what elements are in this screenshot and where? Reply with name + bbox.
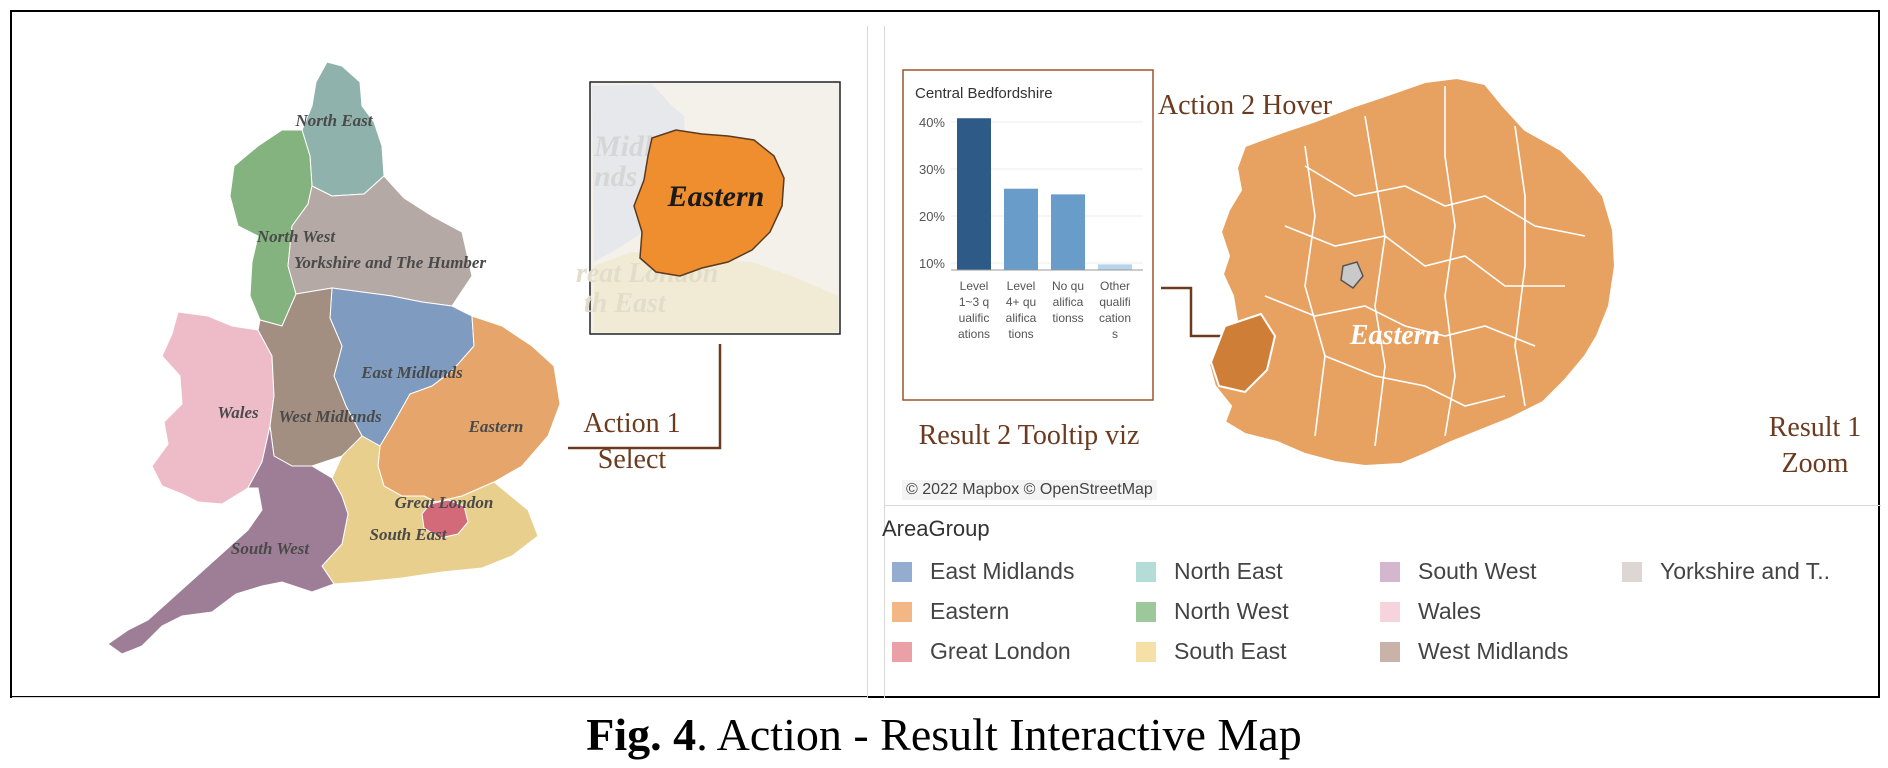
chart-bar[interactable] [1098,264,1132,270]
region-great-london[interactable] [421,499,469,539]
inset-eastern-region[interactable] [633,129,785,277]
legend-swatch [1380,561,1400,582]
chart-x-label: Level [960,279,989,293]
legend-swatch [892,601,912,622]
label-great-london: Great London [395,493,494,512]
chart-y-tick: 20% [919,209,945,224]
map-copyright: © 2022 Mapbox © OpenStreetMap [902,480,1157,500]
england-map: North East North West Yorkshire and The … [107,61,841,655]
legend-label: West Midlands [1418,638,1569,664]
legend-label: Eastern [930,598,1010,624]
legend-item[interactable]: South East [1136,638,1287,665]
zoomed-eastern-label: Eastern [1349,320,1440,351]
legend-item[interactable]: South West [1380,558,1536,585]
legend-label: Yorkshire and T.. [1660,558,1831,584]
legend-item[interactable]: North East [1136,558,1283,585]
legend-label: South West [1418,558,1537,584]
label-south-west: South West [231,539,311,558]
legend-item[interactable]: East Midlands [892,558,1074,585]
chart-x-label: qualifi [1099,295,1130,309]
chart-x-label: No qu [1052,279,1084,293]
legend-swatch [892,561,912,582]
tooltip-viz-label: Result 2 Tooltip viz [919,420,1140,451]
chart-bar[interactable] [1051,194,1085,270]
figure-frame: North East North West Yorkshire and The … [10,10,1881,698]
zoomed-eastern-region[interactable] [1207,76,1617,468]
action2-label: Action 2 Hover [1158,90,1333,121]
chart-x-label: alifica [1006,311,1037,325]
legend-label: Wales [1418,598,1482,624]
legend-label: South East [1174,638,1287,664]
chart-x-label: Other [1100,279,1130,293]
legend-swatch [1136,641,1156,662]
chart-bar[interactable] [957,118,991,270]
label-west-midlands: West Midlands [278,407,382,426]
legend-item[interactable]: West Midlands [1380,638,1568,665]
legend-item[interactable]: North West [1136,598,1289,625]
tooltip-title: Central Bedfordshire [915,85,1053,102]
chart-bar[interactable] [1004,188,1038,270]
action1-label-line1: Action 1 [583,408,680,439]
chart-y-tick: 30% [919,162,945,177]
legend-label: Great London [930,638,1071,664]
legend-item[interactable]: Eastern [892,598,1009,625]
region-south-west[interactable] [107,425,349,655]
right-panel: Central Bedfordshire 40% 30% 20% 10% Level 1~… [884,26,1881,698]
action1-label-line2: Select [598,444,667,475]
caption-fig-number: Fig. 4 [586,709,697,760]
legend-swatch [892,641,912,662]
figure-caption: Fig. 4. Action - Result Interactive Map [0,708,1888,761]
legend-swatch [1380,601,1400,622]
result1-label-line2: Zoom [1782,448,1849,479]
chart-x-label: tions [1008,327,1033,341]
legend-swatch [1380,641,1400,662]
left-panel: North East North West Yorkshire and The … [12,26,868,698]
action2-connector [1161,286,1223,338]
legend-title: AreaGroup [882,516,990,541]
svg-text:th East: th East [584,288,667,319]
label-yorkshire: Yorkshire and The Humber [294,253,487,272]
inset-eastern-label: Eastern [667,180,765,213]
label-north-east: North East [295,111,374,130]
legend-label: North East [1174,558,1283,584]
legend-item[interactable]: Wales [1380,598,1481,625]
chart-x-label: alifica [1053,295,1084,309]
label-north-west: North West [256,227,337,246]
chart-x-label: s [1112,327,1118,341]
zoomed-subregion-west[interactable] [1209,312,1277,394]
chart-x-label: ualific [959,311,990,325]
label-eastern: Eastern [468,417,524,436]
chart-y-tick: 10% [919,256,945,271]
tooltip-chart: 40% 30% 20% 10% Level 1~3 q ualific ations Level… [919,115,1143,341]
svg-text:nds: nds [594,160,637,193]
legend-label: East Midlands [930,558,1075,584]
legend-swatch [1136,601,1156,622]
legend-swatch [1136,561,1156,582]
chart-x-label: Level [1007,279,1036,293]
chart-x-label: tionss [1052,311,1083,325]
label-east-midlands: East Midlands [360,363,463,382]
label-wales: Wales [217,403,259,422]
legend-item[interactable]: Yorkshire and T.. [1622,558,1830,585]
caption-text: . Action - Result Interactive Map [696,709,1302,760]
zoomed-map-view: Central Bedfordshire 40% 30% 20% 10% Level 1~… [885,26,1881,506]
legend-label: North West [1174,598,1289,624]
chart-x-label: ations [958,327,990,341]
chart-x-label: 1~3 q [959,295,989,309]
legend-swatch [1622,561,1642,582]
result1-label-line1: Result 1 [1769,412,1862,443]
label-south-east: South East [369,525,447,544]
chart-y-tick: 40% [919,115,945,130]
chart-x-label: cation [1099,311,1131,325]
zoomed-subregion-hover[interactable] [1340,261,1364,289]
inset-zoom: Midlan nds reat London th East Eastern [576,81,841,335]
chart-x-label: 4+ qu [1006,295,1036,309]
legend-item[interactable]: Great London [892,638,1071,665]
action1-connector [568,344,722,450]
zoomed-map-svg: Central Bedfordshire 40% 30% 20% 10% Level 1~… [902,69,1862,479]
